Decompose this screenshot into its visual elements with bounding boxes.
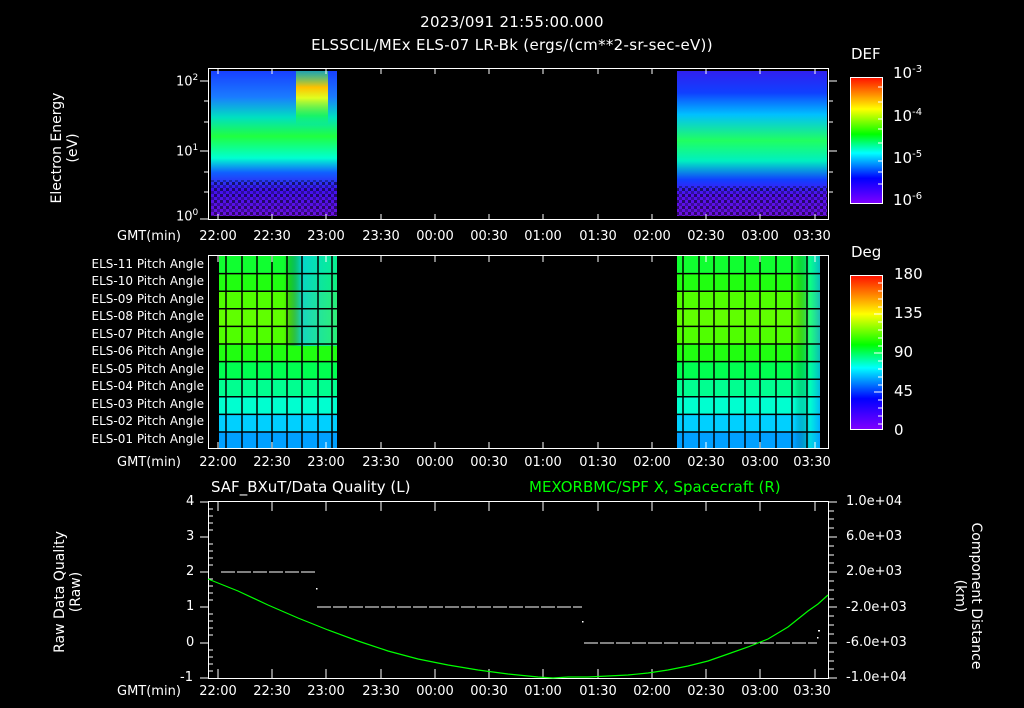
pitch-angle-plot (208, 255, 829, 449)
distance-ytick-6: -1.0e+04 (846, 670, 907, 685)
distance-ytick-3: 2.0e+03 (846, 564, 903, 579)
energy-xaxis-label: GMT(min) (117, 229, 181, 244)
quality-ytick-4: 4 (186, 494, 195, 509)
quality-xaxis-label: GMT(min) (117, 684, 181, 699)
quality-plot (200, 501, 837, 679)
def-tick-1e-4: 10-4 (893, 107, 923, 125)
quality-title-left: SAF_BXuT/Data Quality (L) (211, 478, 411, 496)
quality-ytick-2: 2 (186, 564, 195, 579)
def-tick-1e-6: 10-6 (893, 191, 923, 209)
quality-ylabel-left: Raw Data Quality (Raw) (52, 531, 84, 653)
deg-colorbar (850, 275, 883, 430)
quality-ytick-0: 0 (186, 635, 195, 650)
def-colorbar-title: DEF (851, 45, 881, 63)
deg-colorbar-title: Deg (851, 243, 882, 261)
quality-ytick-neg1: -1 (180, 670, 193, 685)
distance-ytick-4: -2.0e+03 (846, 600, 907, 615)
plot-subtitle: ELSSCIL/MEx ELS-07 LR-Bk (ergs/(cm**2-sr… (311, 36, 713, 54)
pitch-xaxis-label: GMT(min) (117, 455, 181, 470)
quality-title-right: MEXORBMC/SPF X, Spacecraft (R) (529, 478, 781, 496)
deg-tick-0: 0 (894, 421, 904, 439)
quality-ytick-1: 1 (186, 599, 195, 614)
energy-ytick-10: 101 (176, 143, 199, 160)
energy-ytick-1: 100 (176, 208, 199, 225)
deg-tick-180: 180 (894, 265, 923, 283)
energy-ylabel: Electron Energy (eV) (49, 92, 81, 204)
deg-tick-135: 135 (894, 304, 923, 322)
distance-ylabel-right: Component Distance (km) (952, 522, 984, 670)
plot-timestamp: 2023/091 21:55:00.000 (420, 13, 604, 31)
energy-spectrogram-plot (200, 68, 837, 220)
def-tick-1e-5: 10-5 (893, 149, 923, 167)
def-colorbar (850, 77, 883, 204)
quality-ytick-3: 3 (186, 529, 195, 544)
distance-ytick-5: -6.0e+03 (846, 635, 907, 650)
deg-tick-45: 45 (894, 382, 914, 400)
deg-tick-90: 90 (894, 343, 914, 361)
energy-ytick-100: 102 (176, 73, 199, 90)
distance-ytick-1: 1.0e+04 (846, 494, 903, 509)
def-tick-1e-3: 10-3 (893, 64, 923, 82)
distance-ytick-2: 6.0e+03 (846, 529, 903, 544)
